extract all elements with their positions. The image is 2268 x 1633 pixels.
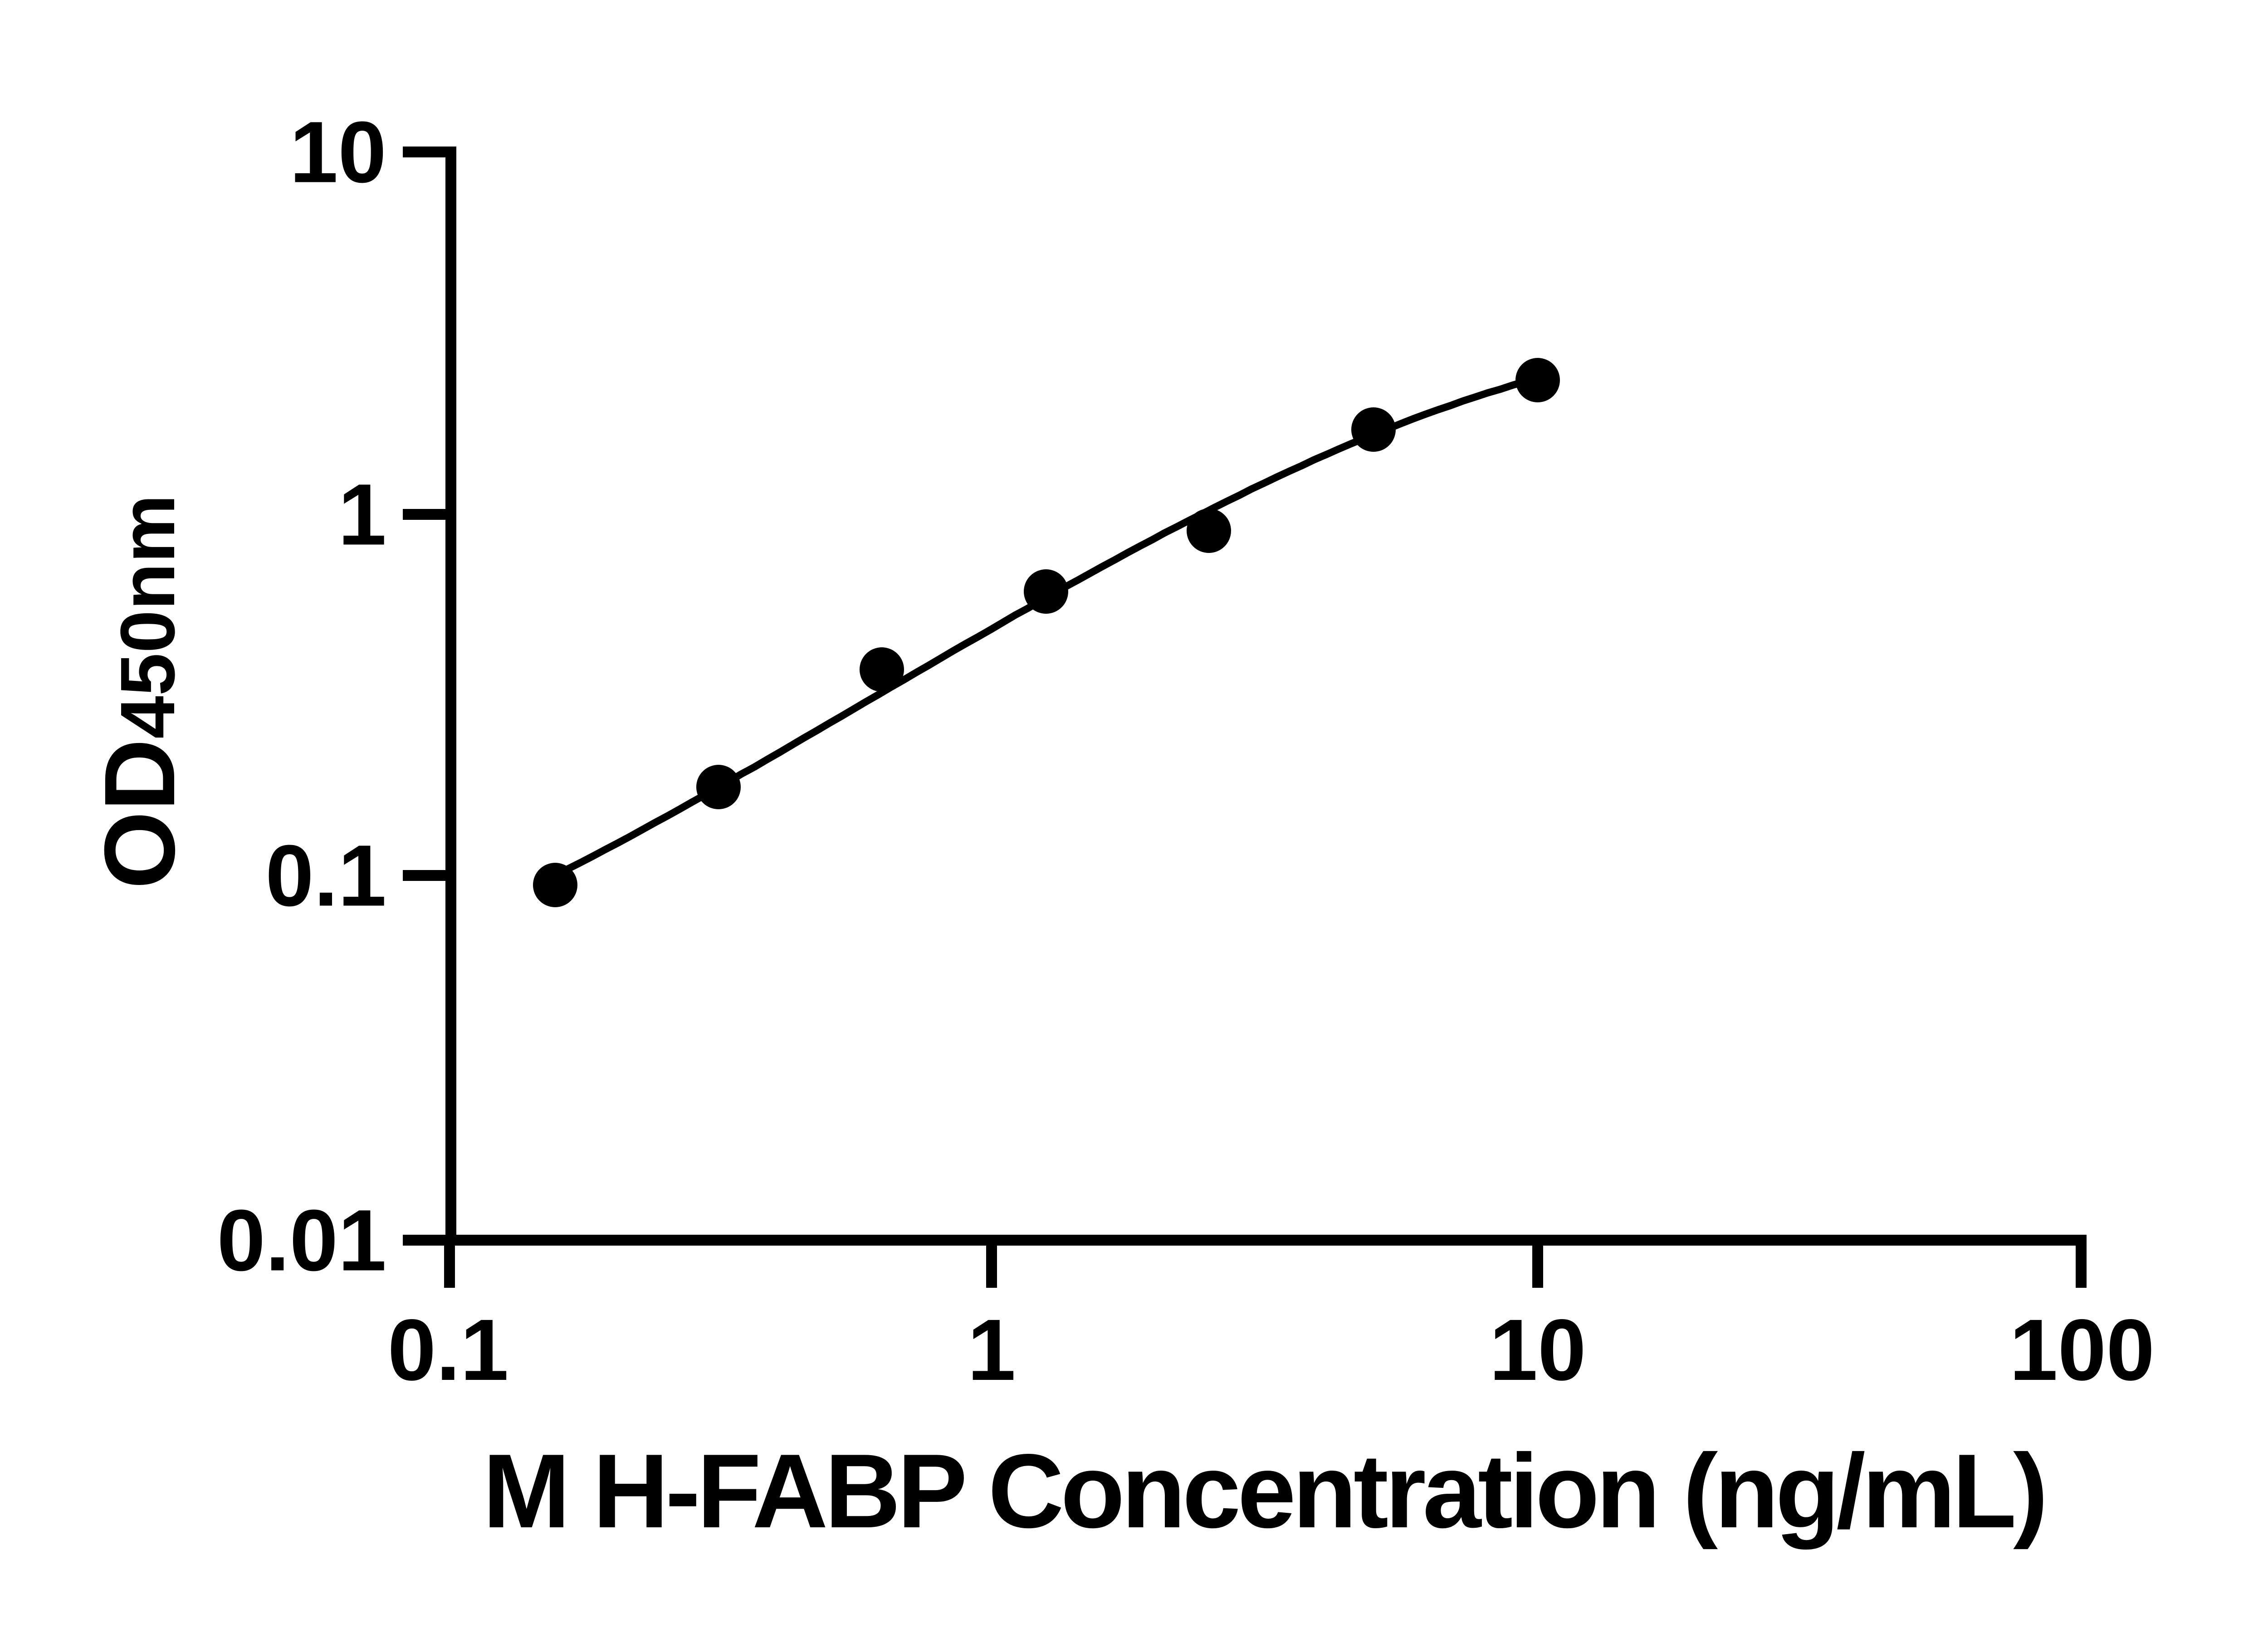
svg-text:100: 100 [2009,1301,2155,1398]
svg-text:1: 1 [968,1301,1016,1398]
svg-text:10: 10 [289,103,386,201]
svg-text:M H-FABP Concentration (ng/mL): M H-FABP Concentration (ng/mL) [483,1433,2045,1550]
svg-text:OD450nm: OD450nm [83,494,196,889]
svg-text:1: 1 [338,466,386,563]
svg-text:0.1: 0.1 [265,827,386,924]
svg-text:0.01: 0.01 [217,1192,386,1289]
svg-text:10: 10 [1489,1301,1586,1398]
svg-text:0.1: 0.1 [388,1301,509,1398]
